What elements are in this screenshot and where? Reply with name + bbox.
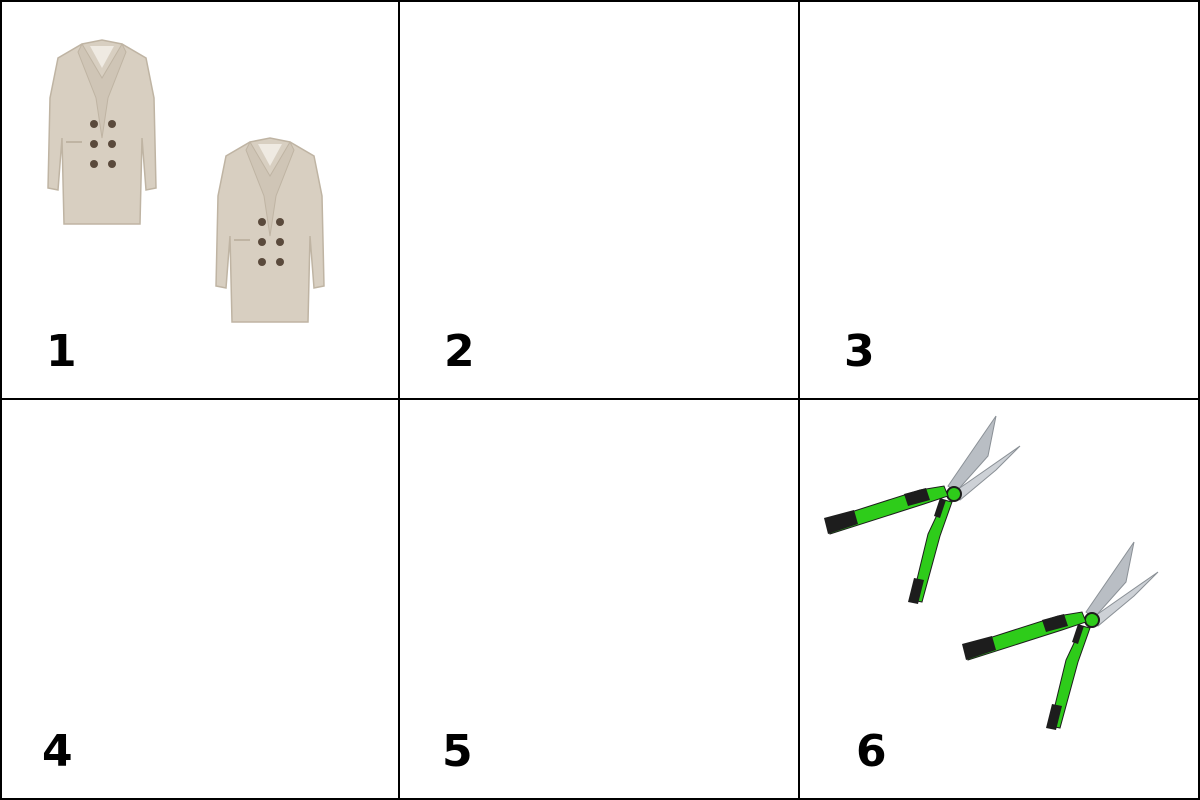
coat-image-2 [215, 137, 325, 323]
grid-cell-3[interactable]: 3 [800, 2, 1198, 400]
grid-cell-6[interactable]: 6 [800, 400, 1198, 798]
coat-image-1 [47, 39, 157, 225]
grid-cell-5[interactable]: 5 [400, 400, 800, 798]
grid-cell-4[interactable]: 4 [2, 400, 400, 798]
hedge-shears-image-1 [824, 415, 1021, 604]
cell-number-5: 5 [442, 726, 473, 777]
cell-number-1: 1 [46, 326, 77, 377]
grid-cell-1[interactable]: 1 [2, 2, 400, 400]
hedge-shears-image-2 [962, 541, 1159, 730]
cell-number-2: 2 [444, 326, 475, 377]
cell-number-3: 3 [844, 326, 875, 377]
cell-number-6: 6 [856, 726, 887, 777]
cell-number-4: 4 [42, 726, 73, 777]
grid-cell-2[interactable]: 2 [400, 2, 800, 400]
